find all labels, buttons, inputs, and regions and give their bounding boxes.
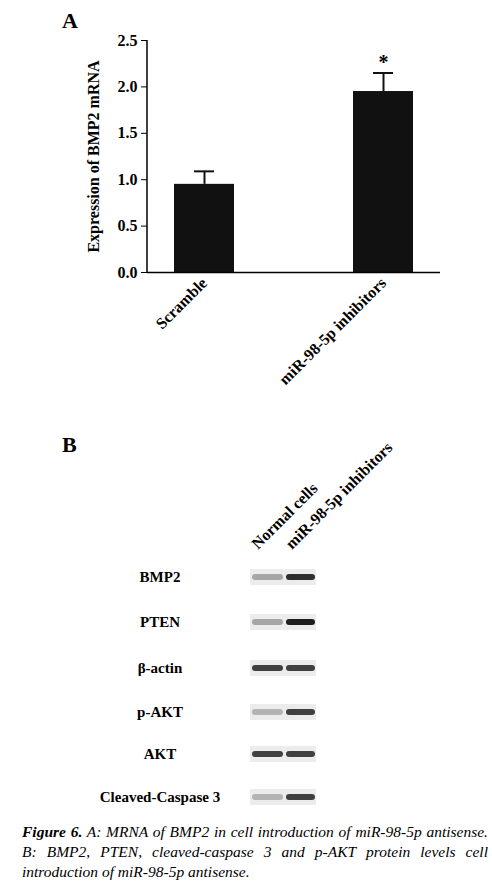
svg-text:2.5: 2.5 xyxy=(118,32,138,49)
svg-text:Cleaved-Caspase 3: Cleaved-Caspase 3 xyxy=(100,789,220,805)
svg-text:Scramble: Scramble xyxy=(152,274,210,332)
svg-text:0.0: 0.0 xyxy=(118,264,138,281)
svg-text:Expression of BMP2 mRNA: Expression of BMP2 mRNA xyxy=(85,60,103,253)
html-text:A: A xyxy=(62,8,78,33)
svg-text:β-actin: β-actin xyxy=(138,660,183,676)
html-text:Figure 6. A: MRNA of BMP2 in c: Figure 6. A: MRNA of BMP2 in cell introd… xyxy=(22,823,488,880)
svg-text:p-AKT: p-AKT xyxy=(137,704,183,720)
svg-text:PTEN: PTEN xyxy=(140,614,180,630)
svg-text:miR-98-5p inhibitors: miR-98-5p inhibitors xyxy=(282,439,396,553)
svg-text:1.5: 1.5 xyxy=(118,124,138,141)
svg-text:Normal cells: Normal cells xyxy=(248,479,321,553)
svg-text:1.0: 1.0 xyxy=(118,171,138,188)
html-text:B: B xyxy=(62,432,77,457)
svg-text:BMP2: BMP2 xyxy=(140,569,181,585)
svg-text:AKT: AKT xyxy=(144,746,177,762)
svg-text:miR-98-5p inhibitors: miR-98-5p inhibitors xyxy=(276,274,390,388)
svg-text:*: * xyxy=(379,51,389,73)
svg-text:2.0: 2.0 xyxy=(118,78,138,95)
svg-text:0.5: 0.5 xyxy=(118,217,138,234)
